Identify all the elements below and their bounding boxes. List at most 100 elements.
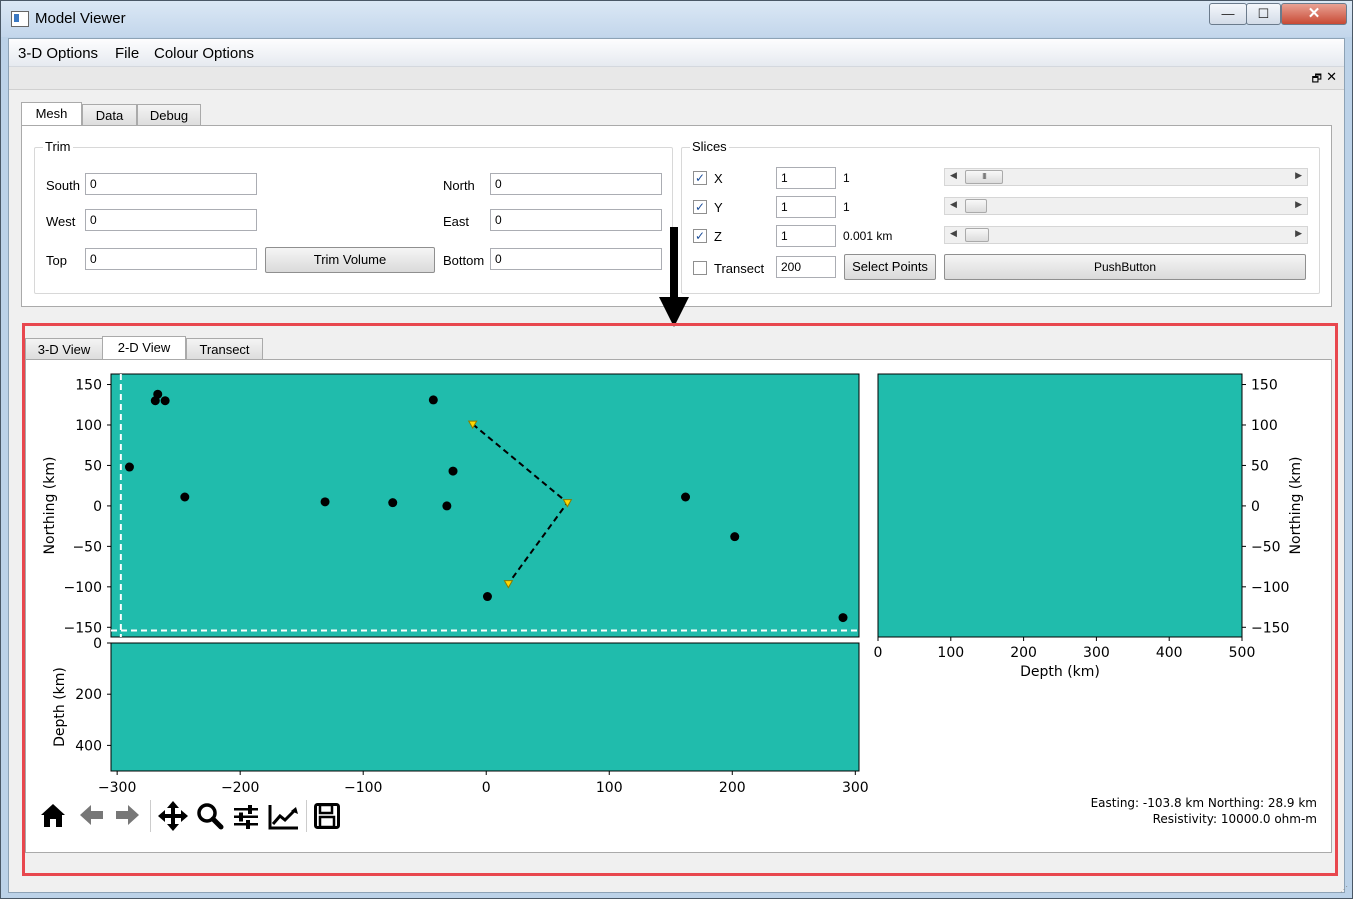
z-slice-readout: 0.001 km [843,229,893,243]
slider-right-arrow-icon[interactable]: ▶ [1295,199,1302,209]
west-field[interactable] [85,209,257,231]
z-slice-checkbox[interactable]: ✓ [693,229,707,243]
home-icon[interactable] [40,801,66,829]
tab-2d-view[interactable]: 2-D View [102,336,186,360]
plan-y-tick-label: 0 [93,499,102,515]
minimize-button[interactable]: — [1209,3,1247,25]
y-slice-slider[interactable]: ◀ ▶ [944,197,1308,215]
x-slice-slider[interactable]: ◀ III ▶ [944,168,1308,186]
bottom-field[interactable] [490,248,662,270]
menu-3d-options[interactable]: 3-D Options [18,45,99,62]
station-marker[interactable] [730,532,740,542]
east-field[interactable] [490,209,662,231]
depth-y-axis-label: Depth (km) [52,667,68,747]
zoom-icon[interactable] [196,802,224,830]
status-coordinates: Easting: -103.8 km Northing: 28.9 km [1090,796,1317,810]
station-marker[interactable] [388,498,398,508]
menu-bar: 3-D Options File Colour Options [9,39,1344,67]
title-bar: Model Viewer — ☐ ✕ [1,1,1352,37]
menu-colour-options[interactable]: Colour Options [154,45,255,62]
depth-section-area[interactable] [110,642,860,772]
slices-group: Slices [681,139,1320,294]
y-slice-checkbox[interactable]: ✓ [693,200,707,214]
side-x-tick-label: 400 [1156,645,1183,661]
north-label: North [443,178,475,193]
dock-close-icon[interactable]: ✕ [1326,69,1337,84]
trim-volume-button[interactable]: Trim Volume [265,247,435,273]
x-slice-checkbox[interactable]: ✓ [693,171,707,185]
transect-point-marker[interactable] [467,420,478,430]
annotation-arrow-icon [659,227,689,327]
top-label: Top [46,253,67,268]
slider-left-arrow-icon[interactable]: ◀ [950,170,957,180]
slices-group-title: Slices [690,139,729,154]
status-resistivity: Resistivity: 10000.0 ohm-m [1152,812,1317,826]
south-field[interactable] [85,173,257,195]
z-slice-field[interactable] [776,225,836,247]
slider-left-arrow-icon[interactable]: ◀ [950,199,957,209]
transect-checkbox[interactable]: ✓ [693,261,707,275]
x-slice-field[interactable] [776,167,836,189]
side-x-tick-label: 500 [1229,645,1256,661]
easting-x-tick-label: 0 [482,780,491,796]
station-marker[interactable] [150,396,160,406]
x-slider-thumb[interactable]: III [965,170,1003,184]
side-y-tick-label: 0 [1251,499,1260,515]
configure-subplots-icon[interactable] [233,804,261,830]
station-marker[interactable] [180,492,190,502]
easting-x-tick-label: 100 [596,780,623,796]
plan-y-axis-label: Northing (km) [42,457,58,555]
station-marker[interactable] [442,501,452,511]
y-slider-thumb[interactable] [965,199,987,213]
back-icon[interactable] [79,803,105,827]
station-marker[interactable] [428,395,438,405]
maximize-button[interactable]: ☐ [1246,3,1281,25]
x-slice-label: X [714,171,723,186]
west-label: West [46,214,76,229]
slider-right-arrow-icon[interactable]: ▶ [1295,228,1302,238]
push-button[interactable]: PushButton [944,254,1306,280]
depth-y-tick-label: 0 [93,636,102,652]
z-slider-thumb[interactable] [965,228,989,242]
side-y-axis-label: Northing (km) [1288,457,1304,555]
station-marker[interactable] [448,466,458,476]
tab-data[interactable]: Data [82,104,137,126]
transect-field[interactable] [776,256,836,278]
side-y-tick-label: 50 [1251,458,1269,474]
station-marker[interactable] [838,613,848,623]
resize-grip-icon[interactable]: ⋰ [1340,885,1348,894]
dock-float-icon[interactable]: 🗗 [1311,73,1322,85]
save-icon[interactable] [314,803,340,829]
edit-axis-icon[interactable] [268,803,300,831]
close-button[interactable]: ✕ [1281,3,1347,25]
north-field[interactable] [490,173,662,195]
tab-3d-view[interactable]: 3-D View [25,338,103,360]
transect-point-marker[interactable] [503,580,514,589]
tab-mesh[interactable]: Mesh [21,102,82,126]
y-slice-field[interactable] [776,196,836,218]
transect-point-marker[interactable] [562,499,573,508]
slider-left-arrow-icon[interactable]: ◀ [950,228,957,238]
station-marker[interactable] [320,497,330,507]
transect-label: Transect [714,261,765,276]
depth-section-plot: 0 200 400 −300 −200 −100 0 100 200 300 Depth (km) [52,636,869,796]
tab-debug[interactable]: Debug [137,104,201,126]
station-marker[interactable] [124,462,134,472]
pan-icon[interactable] [158,801,188,831]
side-y-tick-label: 100 [1251,418,1278,434]
slider-right-arrow-icon[interactable]: ▶ [1295,170,1302,180]
station-marker[interactable] [160,396,170,406]
forward-icon[interactable] [114,803,140,827]
station-marker[interactable] [681,492,691,502]
menu-file[interactable]: File [115,45,140,62]
z-slice-slider[interactable]: ◀ ▶ [944,226,1308,244]
top-field[interactable] [85,248,257,270]
northing-depth-area[interactable] [877,373,1243,638]
plan-y-tick-label: −150 [64,620,102,636]
window-title: Model Viewer [35,10,126,27]
tab-transect[interactable]: Transect [186,338,263,360]
side-y-tick-label: −150 [1251,620,1289,636]
select-points-button[interactable]: Select Points [844,254,936,280]
station-marker[interactable] [482,592,492,602]
